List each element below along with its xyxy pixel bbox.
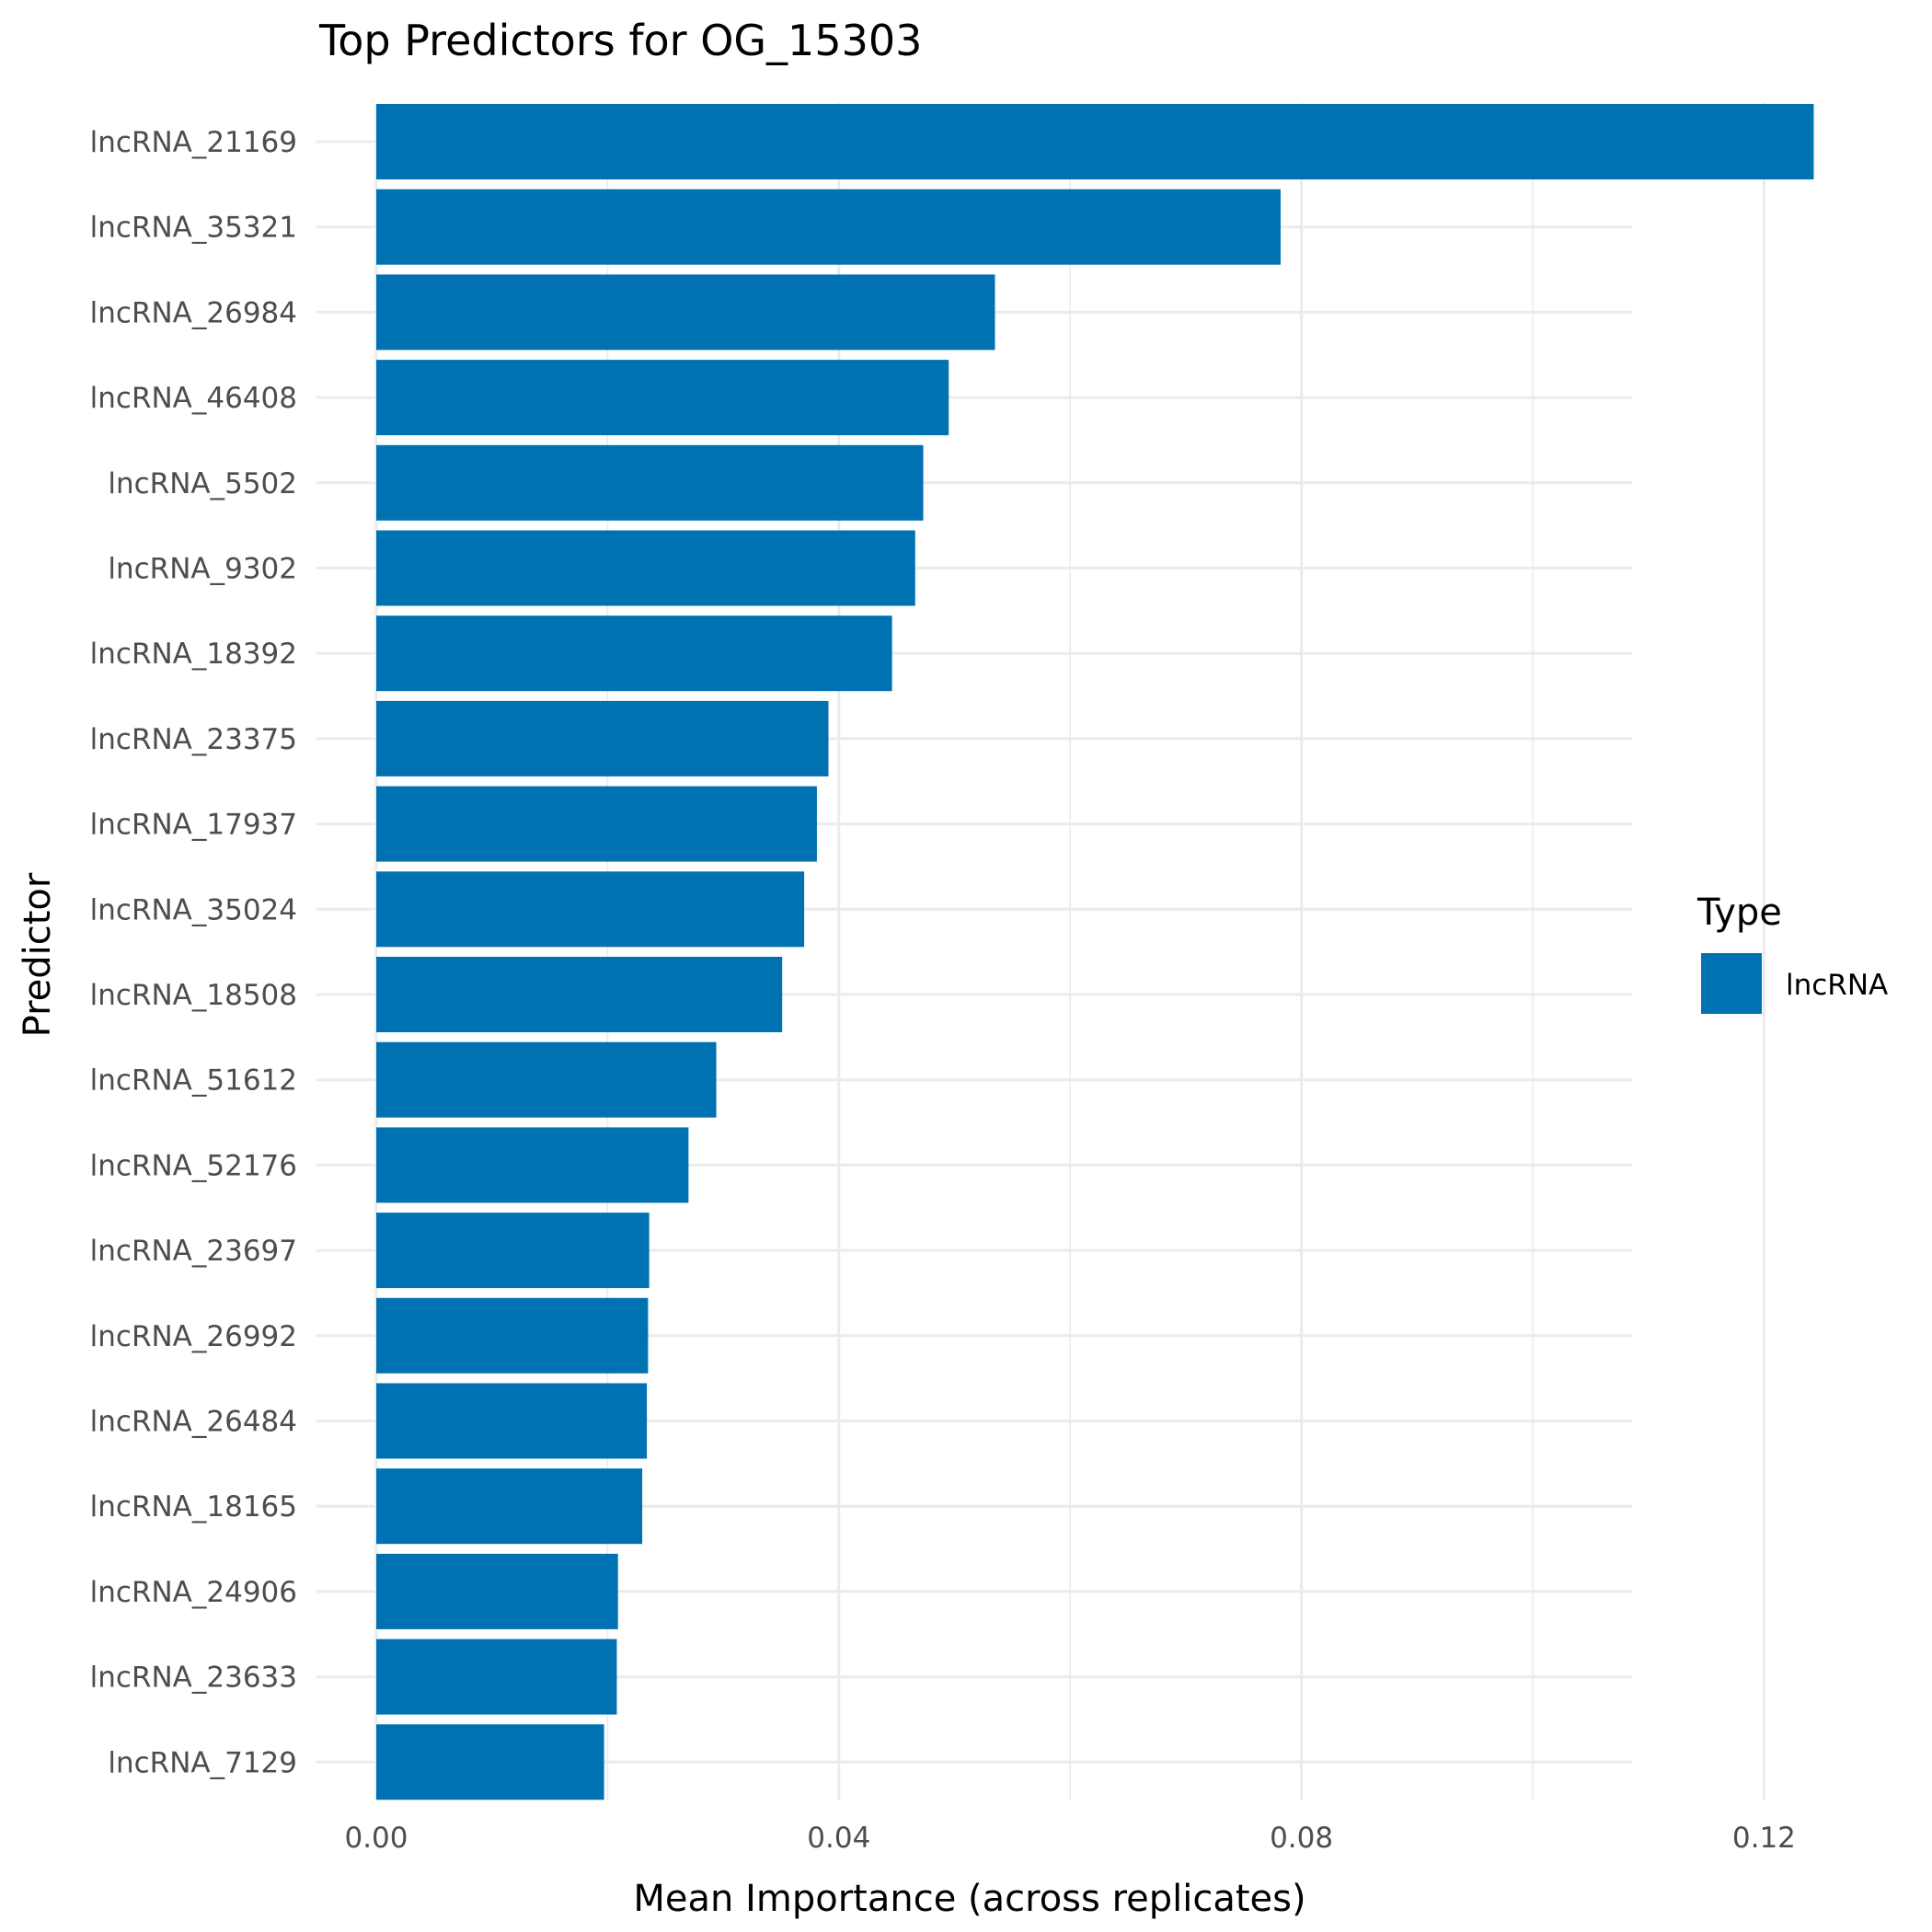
- y-axis-title: Predictor: [17, 872, 59, 1037]
- bar-lncRNA_5502: [376, 444, 924, 521]
- y-tick-label: lncRNA_23375: [90, 723, 297, 756]
- y-axis-ticks: lncRNA_21169 lncRNA_35321 lncRNA_26984 lncR…: [90, 126, 297, 1779]
- legend-label: lncRNA: [1786, 969, 1888, 1002]
- bar-lncRNA_23633: [376, 1639, 617, 1715]
- bar-lncRNA_18392: [376, 615, 892, 692]
- bar-lncRNA_18508: [376, 957, 783, 1032]
- bar-lncRNA_35024: [376, 871, 805, 948]
- bar-lncRNA_35321: [376, 189, 1281, 265]
- y-tick-label: lncRNA_17937: [90, 809, 297, 842]
- x-axis-ticks: 0.00 0.04 0.08 0.12: [344, 1822, 1795, 1855]
- y-tick-label: lncRNA_51612: [90, 1064, 297, 1098]
- y-tick-label: lncRNA_9302: [108, 553, 297, 586]
- y-tick-label: lncRNA_21169: [90, 126, 297, 159]
- y-tick-label: lncRNA_35321: [90, 212, 297, 245]
- chart-title: Top Predictors for OG_15303: [318, 16, 922, 65]
- x-tick-label: 0.00: [344, 1822, 408, 1855]
- bar-lncRNA_24906: [376, 1553, 618, 1629]
- grid-lines: [316, 103, 1765, 1800]
- bar-lncRNA_23697: [376, 1213, 650, 1289]
- bar-lncRNA_51612: [376, 1041, 717, 1118]
- y-tick-label: lncRNA_26484: [90, 1406, 297, 1439]
- y-tick-label: lncRNA_23697: [90, 1235, 297, 1268]
- bar-lncRNA_26484: [376, 1383, 648, 1459]
- y-tick-label: lncRNA_46408: [90, 382, 297, 415]
- y-tick-label: lncRNA_18165: [90, 1490, 297, 1524]
- bar-lncRNA_52176: [376, 1127, 689, 1203]
- y-tick-label: lncRNA_23633: [90, 1662, 297, 1695]
- y-tick-label: lncRNA_26992: [90, 1320, 297, 1353]
- y-tick-label: lncRNA_26984: [90, 296, 297, 329]
- legend-title: Type: [1696, 891, 1782, 934]
- bar-lncRNA_9302: [376, 530, 915, 606]
- bar-lncRNA_46408: [376, 360, 949, 436]
- x-axis-title: Mean Importance (across replicates): [633, 1878, 1305, 1920]
- bar-lncRNA_7129: [376, 1724, 604, 1800]
- x-tick-label: 0.04: [807, 1822, 870, 1855]
- y-tick-label: lncRNA_24906: [90, 1576, 297, 1609]
- bar-lncRNA_17937: [376, 786, 817, 862]
- bar-lncRNA_23375: [376, 700, 829, 776]
- legend: Type lncRNA: [1696, 891, 1888, 1014]
- x-tick-label: 0.08: [1270, 1822, 1333, 1855]
- y-tick-label: lncRNA_35024: [90, 893, 297, 926]
- y-tick-label: lncRNA_52176: [90, 1149, 297, 1182]
- y-tick-label: lncRNA_5502: [108, 467, 297, 500]
- y-tick-label: lncRNA_18508: [90, 979, 297, 1012]
- x-tick-label: 0.12: [1732, 1822, 1796, 1855]
- y-tick-label: lncRNA_7129: [108, 1746, 297, 1779]
- legend-swatch: [1701, 953, 1762, 1014]
- bar-lncRNA_26992: [376, 1297, 649, 1374]
- y-tick-label: lncRNA_18392: [90, 638, 297, 671]
- bars: [376, 104, 1814, 1800]
- bar-lncRNA_21169: [376, 104, 1814, 179]
- bar-lncRNA_26984: [376, 274, 995, 351]
- bar-lncRNA_18165: [376, 1468, 643, 1545]
